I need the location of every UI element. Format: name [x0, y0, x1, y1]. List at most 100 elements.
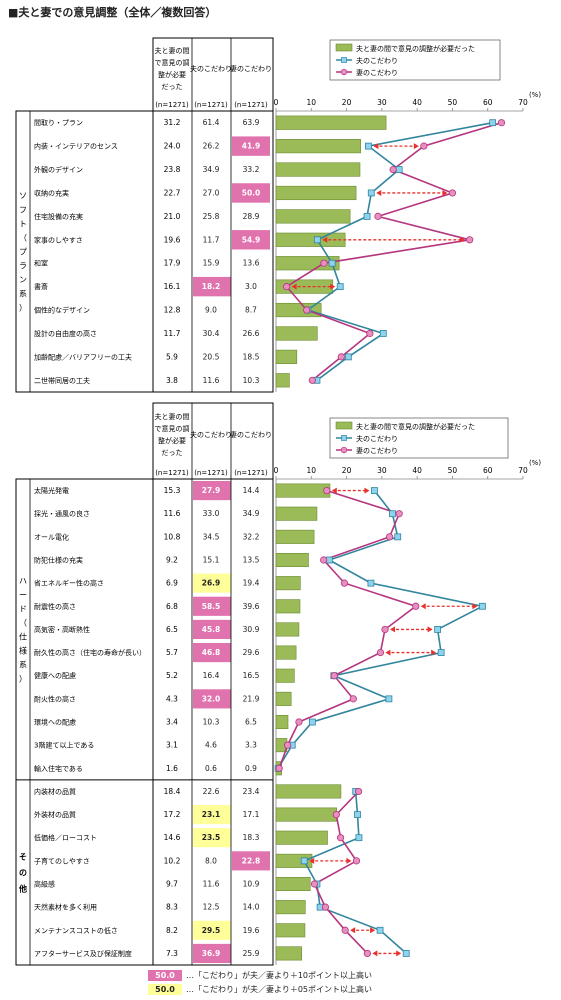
value-wife: 28.9: [243, 212, 260, 221]
column-header-husband: 夫のこだわり: [190, 64, 232, 73]
bar: [275, 784, 342, 799]
highlight-cell: [193, 805, 231, 825]
section-label-hard: 様: [19, 645, 27, 655]
x-tick-label: 20: [342, 466, 352, 475]
husband-line: [306, 121, 493, 381]
legend-wife-marker: [340, 68, 348, 76]
arrow-head: [385, 649, 391, 656]
arrow-head: [346, 857, 352, 864]
value-husband: 27.9: [202, 486, 221, 495]
highlight-cell: [193, 828, 231, 848]
husband-point: [300, 857, 308, 865]
value-husband: 33.0: [203, 509, 220, 518]
bar: [275, 162, 361, 177]
bar: [275, 326, 318, 341]
value-wife: 14.0: [243, 903, 260, 912]
value-wife: 8.7: [245, 306, 257, 315]
value-need-adjust: 10.8: [164, 532, 181, 541]
column-header-wife: 妻のこだわり: [230, 64, 272, 73]
highlight-cell: [193, 481, 231, 501]
value-need-adjust: 3.1: [166, 741, 178, 750]
value-husband: 11.6: [203, 376, 220, 385]
value-wife: 26.6: [243, 329, 260, 338]
value-husband: 27.0: [203, 188, 220, 197]
category-label: 高級感: [34, 880, 55, 889]
column-header-need-adjust: 整が必要: [158, 70, 186, 79]
bar: [275, 139, 361, 154]
bar: [275, 645, 297, 660]
husband-point: [355, 834, 363, 842]
arrow-head: [350, 927, 356, 934]
legend-box: [329, 417, 509, 459]
category-label: 家事のしやすさ: [34, 235, 83, 244]
value-need-adjust: 14.6: [164, 833, 181, 842]
wife-point: [332, 810, 340, 819]
husband-line: [303, 791, 407, 954]
wife-point: [420, 142, 428, 150]
value-wife: 0.9: [245, 764, 257, 773]
arrow-head: [390, 626, 396, 633]
category-label: オール電化: [34, 532, 69, 541]
category-label: 間取り・プラン: [34, 119, 83, 127]
category-label: 書斎: [34, 282, 48, 291]
section-label-hard: ハ: [19, 576, 27, 585]
bar: [275, 714, 289, 730]
section-label-hard: ー: [19, 590, 27, 599]
husband-point: [394, 533, 402, 541]
value-wife: 17.1: [243, 810, 260, 819]
bar: [275, 691, 292, 706]
value-need-adjust: 18.4: [164, 787, 181, 796]
arrow-head: [413, 143, 419, 150]
value-need-adjust: 6.9: [166, 579, 178, 588]
legend-bar-label: 夫と妻の間で意見の調整が必要だった: [356, 422, 475, 431]
value-need-adjust: 5.2: [166, 671, 178, 680]
value-need-adjust: 11.6: [164, 509, 181, 518]
value-need-adjust: 5.9: [166, 352, 178, 361]
column-header-need-adjust: 夫と妻の間: [155, 46, 190, 55]
value-husband: 34.9: [203, 165, 220, 174]
category-label: 外観のデザイン: [34, 165, 83, 174]
value-need-adjust: 5.7: [166, 648, 178, 657]
category-label: 輸入住宅である: [34, 764, 83, 773]
category-label: 内装材の品質: [34, 787, 76, 796]
value-wife: 29.6: [243, 648, 260, 657]
arrow-head: [322, 236, 328, 243]
value-wife: 30.9: [243, 625, 260, 634]
x-tick-label: 70: [518, 466, 528, 475]
value-need-adjust: 24.0: [164, 142, 181, 151]
value-wife: 19.6: [243, 926, 260, 935]
value-need-adjust: 9.7: [166, 880, 178, 889]
value-need-adjust: 31.2: [164, 118, 181, 127]
legend-husband-label: 夫のこだわり: [356, 56, 398, 65]
category-label: 耐久性の高さ（住宅の寿命が長い）: [34, 648, 146, 657]
category-label: 収納の充実: [34, 188, 69, 197]
wife-point: [337, 353, 345, 361]
category-label: 防犯仕様の充実: [34, 556, 83, 565]
footnote-yellow-text: …「こだわり」が夫／妻より＋05ポイント以上高い: [186, 985, 373, 994]
wife-point: [349, 695, 357, 703]
category-label: 個性的なデザイン: [34, 306, 90, 315]
value-husband: 8.0: [205, 856, 217, 865]
section-label-soft: ソ: [19, 192, 27, 201]
value-husband: 18.2: [202, 282, 221, 291]
value-husband: 32.0: [202, 694, 221, 703]
category-label: 耐震性の高さ: [34, 602, 76, 611]
wife-point: [275, 764, 283, 772]
value-need-adjust: 10.2: [164, 856, 181, 865]
husband-point: [434, 626, 442, 633]
value-wife: 13.5: [243, 556, 260, 565]
column-header-husband: 夫のこだわり: [190, 430, 232, 439]
wife-point: [363, 949, 371, 958]
arrow-head: [420, 603, 426, 610]
husband-point: [371, 487, 378, 494]
bar: [275, 552, 309, 568]
value-wife: 13.6: [243, 259, 260, 268]
bar: [275, 115, 387, 130]
wife-point: [376, 648, 385, 657]
value-husband: 20.5: [203, 352, 220, 361]
x-tick-label: 60: [483, 98, 493, 107]
wife-point: [310, 880, 319, 888]
axis-unit: (%): [529, 91, 541, 99]
section-label-other: の: [19, 868, 27, 877]
